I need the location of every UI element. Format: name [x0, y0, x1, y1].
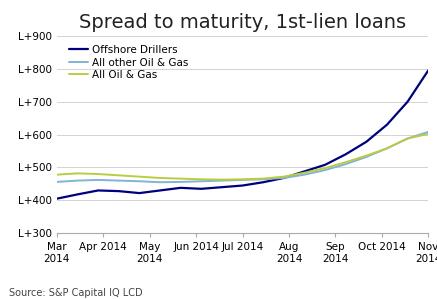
All other Oil & Gas — [426, 130, 431, 134]
Text: Source: S&P Capital IQ LCD: Source: S&P Capital IQ LCD — [9, 288, 142, 298]
All Oil & Gas — [405, 137, 410, 140]
Offshore Drillers — [260, 180, 266, 184]
All Oil & Gas — [281, 175, 286, 179]
All Oil & Gas — [75, 172, 80, 175]
All other Oil & Gas — [405, 137, 410, 140]
All Oil & Gas — [323, 166, 328, 170]
All other Oil & Gas — [302, 173, 307, 176]
Offshore Drillers — [54, 197, 59, 201]
Offshore Drillers — [137, 191, 142, 195]
All other Oil & Gas — [54, 180, 59, 184]
All other Oil & Gas — [178, 180, 183, 184]
All Oil & Gas — [302, 171, 307, 175]
Offshore Drillers — [116, 189, 121, 193]
Offshore Drillers — [323, 163, 328, 167]
All other Oil & Gas — [240, 178, 245, 182]
All other Oil & Gas — [219, 179, 225, 182]
All Oil & Gas — [54, 173, 59, 176]
Offshore Drillers — [302, 170, 307, 173]
All Oil & Gas — [343, 160, 348, 164]
All Oil & Gas — [219, 178, 225, 181]
All other Oil & Gas — [385, 147, 390, 150]
Offshore Drillers — [385, 123, 390, 126]
All Oil & Gas — [95, 172, 101, 176]
All other Oil & Gas — [260, 178, 266, 181]
Offshore Drillers — [95, 189, 101, 192]
All other Oil & Gas — [281, 176, 286, 180]
All Oil & Gas — [385, 147, 390, 150]
Offshore Drillers — [219, 185, 225, 189]
All other Oil & Gas — [137, 179, 142, 183]
Offshore Drillers — [426, 68, 431, 72]
All Oil & Gas — [137, 175, 142, 179]
Legend: Offshore Drillers, All other Oil & Gas, All Oil & Gas: Offshore Drillers, All other Oil & Gas, … — [69, 45, 189, 80]
Offshore Drillers — [240, 184, 245, 187]
Line: Offshore Drillers: Offshore Drillers — [57, 70, 428, 199]
Offshore Drillers — [157, 189, 163, 192]
All other Oil & Gas — [75, 179, 80, 182]
Offshore Drillers — [405, 100, 410, 103]
Title: Spread to maturity, 1st-lien loans: Spread to maturity, 1st-lien loans — [79, 13, 406, 32]
All Oil & Gas — [426, 132, 431, 136]
Offshore Drillers — [199, 187, 204, 191]
All other Oil & Gas — [95, 178, 101, 182]
Offshore Drillers — [75, 193, 80, 196]
Line: All Oil & Gas: All Oil & Gas — [57, 134, 428, 180]
All Oil & Gas — [116, 173, 121, 177]
All Oil & Gas — [178, 177, 183, 180]
All Oil & Gas — [260, 177, 266, 180]
All Oil & Gas — [364, 154, 369, 157]
All other Oil & Gas — [323, 168, 328, 172]
Offshore Drillers — [364, 140, 369, 144]
All other Oil & Gas — [116, 179, 121, 182]
All other Oil & Gas — [343, 162, 348, 166]
Line: All other Oil & Gas: All other Oil & Gas — [57, 132, 428, 182]
All other Oil & Gas — [364, 155, 369, 159]
All other Oil & Gas — [199, 179, 204, 183]
Offshore Drillers — [281, 176, 286, 180]
All Oil & Gas — [240, 178, 245, 181]
All Oil & Gas — [157, 176, 163, 180]
All Oil & Gas — [199, 178, 204, 181]
Offshore Drillers — [343, 152, 348, 156]
All other Oil & Gas — [157, 180, 163, 184]
Offshore Drillers — [178, 186, 183, 190]
